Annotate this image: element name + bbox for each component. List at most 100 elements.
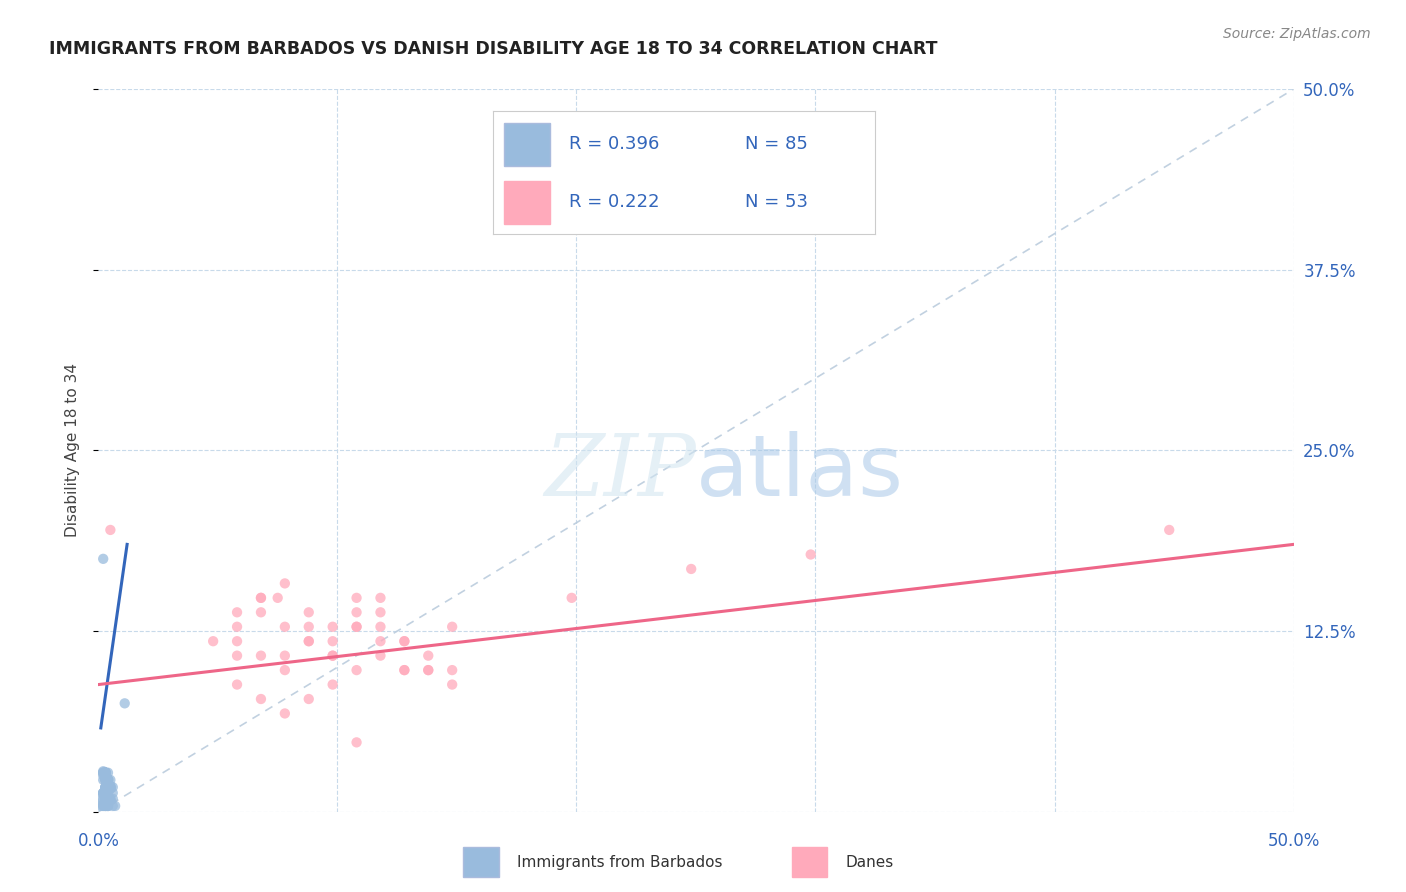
Point <box>250 605 273 619</box>
Point <box>94 772 117 787</box>
Point <box>91 786 114 800</box>
Point <box>94 793 117 807</box>
Point <box>226 634 249 648</box>
Point <box>370 634 392 648</box>
Point <box>94 799 117 814</box>
Point <box>250 648 273 663</box>
Point <box>298 692 321 706</box>
Point <box>94 793 117 807</box>
Point <box>94 799 117 814</box>
Point <box>98 793 122 807</box>
Point <box>94 786 117 800</box>
Point <box>1159 523 1181 537</box>
Point <box>394 663 416 677</box>
Text: 0.0%: 0.0% <box>77 832 120 850</box>
Point <box>94 786 117 800</box>
Point <box>94 793 117 807</box>
Point <box>250 692 273 706</box>
Point <box>97 772 120 787</box>
Point <box>91 551 114 566</box>
Point <box>94 780 117 794</box>
Point <box>94 793 117 807</box>
Point <box>98 780 122 794</box>
Point <box>94 780 117 794</box>
Point <box>97 772 120 787</box>
Point <box>94 799 117 814</box>
Point <box>94 788 117 802</box>
Point <box>90 799 112 814</box>
Point <box>97 772 120 787</box>
Point <box>418 663 440 677</box>
Point <box>441 663 464 677</box>
Point <box>800 548 823 562</box>
Point <box>97 772 120 787</box>
Point <box>94 765 117 780</box>
Point <box>98 781 122 796</box>
Point <box>441 677 464 691</box>
Point <box>322 620 344 634</box>
Point <box>370 648 392 663</box>
Point <box>202 634 225 648</box>
Text: atlas: atlas <box>696 431 904 514</box>
Point <box>97 780 120 794</box>
Point <box>394 634 416 648</box>
Point <box>114 696 136 710</box>
Text: Source: ZipAtlas.com: Source: ZipAtlas.com <box>1223 27 1371 41</box>
Point <box>322 648 344 663</box>
Point <box>250 591 273 605</box>
Point <box>226 648 249 663</box>
Point <box>250 591 273 605</box>
Point <box>561 591 583 605</box>
Point <box>394 634 416 648</box>
Point <box>91 786 114 800</box>
Point <box>94 765 117 780</box>
Point <box>94 765 117 780</box>
Y-axis label: Disability Age 18 to 34: Disability Age 18 to 34 <box>65 363 80 538</box>
Point <box>322 634 344 648</box>
Point <box>94 780 117 794</box>
Point <box>91 764 114 779</box>
Point <box>274 706 297 721</box>
Point <box>91 765 114 780</box>
Point <box>94 780 117 794</box>
Point <box>97 791 120 805</box>
Point <box>91 786 114 800</box>
Point <box>97 793 120 807</box>
Point <box>98 523 122 537</box>
Point <box>91 786 114 800</box>
Point <box>94 772 117 787</box>
Point <box>94 781 117 796</box>
Point <box>94 765 117 780</box>
Point <box>441 620 464 634</box>
Point <box>97 799 120 814</box>
Point <box>97 765 120 780</box>
Point <box>98 780 122 794</box>
Point <box>94 786 117 800</box>
Point <box>94 780 117 794</box>
Point <box>97 799 120 814</box>
Point <box>226 620 249 634</box>
Point <box>274 648 297 663</box>
Point <box>97 788 120 802</box>
Point <box>91 799 114 814</box>
Point <box>322 677 344 691</box>
Point <box>226 677 249 691</box>
Point <box>90 793 112 807</box>
Point <box>274 620 297 634</box>
Point <box>91 765 114 780</box>
Point <box>94 790 117 805</box>
Point <box>418 648 440 663</box>
Point <box>298 605 321 619</box>
Point <box>322 648 344 663</box>
Point <box>98 793 122 807</box>
Point <box>94 765 117 780</box>
Point <box>97 779 120 793</box>
Point <box>394 663 416 677</box>
Point <box>101 799 124 814</box>
Point <box>298 620 321 634</box>
Point <box>101 786 124 800</box>
Text: 50.0%: 50.0% <box>1267 832 1320 850</box>
Point <box>98 772 122 787</box>
Point <box>94 772 117 787</box>
Point <box>98 781 122 796</box>
